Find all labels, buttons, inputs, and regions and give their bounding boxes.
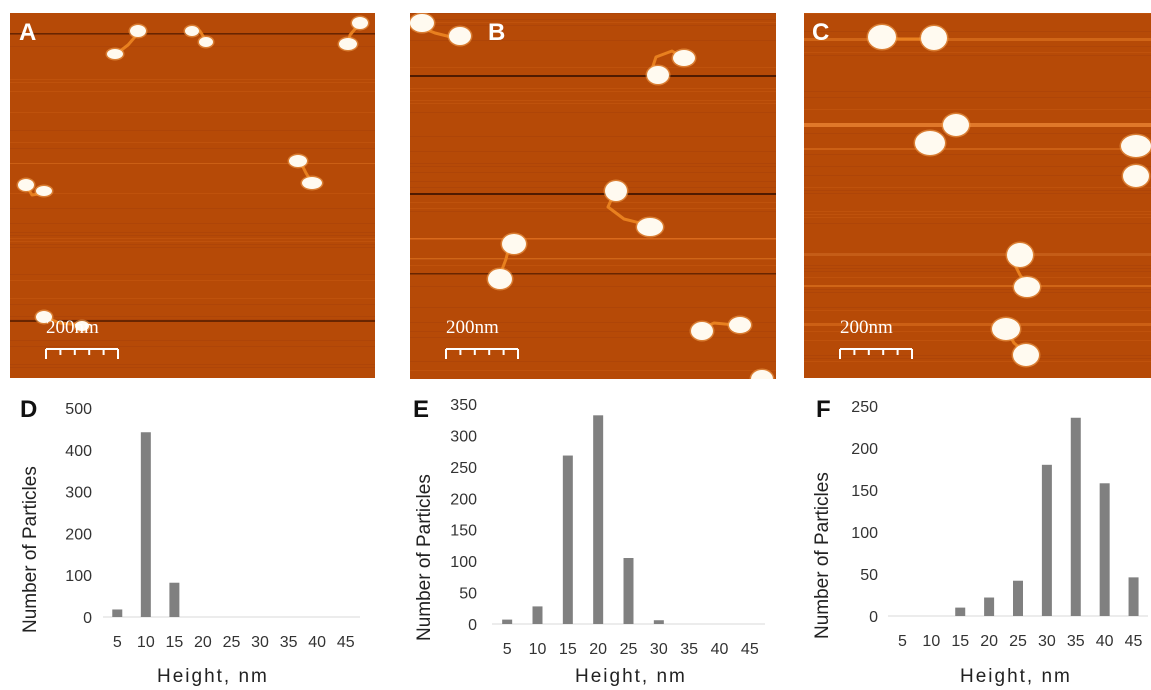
bar-f-35 bbox=[1070, 417, 1081, 616]
x-tick-label-d: 15 bbox=[165, 634, 183, 651]
afm-image-c: C 200nm bbox=[804, 13, 1151, 378]
afm-image-a-canvas bbox=[10, 15, 375, 368]
y-tick-label-d: 500 bbox=[65, 401, 92, 418]
y-tick-label-f: 200 bbox=[851, 441, 878, 458]
y-axis-label-f: Number of Particles bbox=[812, 472, 833, 639]
bar-f-45 bbox=[1128, 577, 1139, 616]
x-axis-label-f: Height, nm bbox=[960, 666, 1072, 687]
afm-image-b: B 200nm bbox=[410, 13, 776, 379]
y-tick-label-e: 50 bbox=[459, 586, 477, 603]
y-tick-label-f: 100 bbox=[851, 525, 878, 542]
y-tick-label-e: 250 bbox=[450, 460, 477, 477]
bar-e-10 bbox=[532, 606, 543, 624]
x-tick-label-f: 45 bbox=[1125, 633, 1143, 650]
x-tick-label-f: 5 bbox=[898, 633, 907, 650]
x-tick-label-e: 35 bbox=[680, 641, 698, 658]
y-tick-label-d: 0 bbox=[83, 610, 92, 627]
bar-f-20 bbox=[984, 597, 995, 616]
x-tick-label-d: 10 bbox=[137, 634, 155, 651]
x-tick-label-d: 20 bbox=[194, 634, 212, 651]
x-tick-label-e: 25 bbox=[620, 641, 638, 658]
y-tick-label-d: 300 bbox=[65, 485, 92, 502]
x-tick-label-f: 35 bbox=[1067, 633, 1085, 650]
bar-e-15 bbox=[562, 455, 573, 624]
x-tick-label-e: 45 bbox=[741, 641, 759, 658]
y-tick-label-d: 400 bbox=[65, 443, 92, 460]
scale-bar-label-a: 200nm bbox=[46, 317, 99, 338]
panel-letter-f: F bbox=[816, 396, 831, 423]
x-tick-label-e: 10 bbox=[529, 641, 547, 658]
scale-bar-label-b: 200nm bbox=[446, 317, 499, 338]
bar-f-30 bbox=[1041, 464, 1052, 616]
bar-f-25 bbox=[1013, 580, 1023, 616]
bar-f-40 bbox=[1099, 483, 1110, 616]
x-axis-label-d: Height, nm bbox=[157, 666, 269, 687]
y-tick-label-f: 150 bbox=[851, 483, 878, 500]
y-tick-label-e: 300 bbox=[450, 428, 477, 445]
x-tick-label-e: 20 bbox=[589, 641, 607, 658]
x-tick-label-f: 20 bbox=[980, 633, 998, 650]
bar-d-5 bbox=[112, 609, 123, 617]
x-tick-label-f: 40 bbox=[1096, 633, 1114, 650]
y-tick-label-f: 250 bbox=[851, 399, 878, 416]
panel-letter-d: D bbox=[20, 396, 38, 423]
bar-e-20 bbox=[593, 415, 604, 624]
x-tick-label-e: 5 bbox=[503, 641, 512, 658]
bar-e-5 bbox=[502, 619, 513, 624]
bar-d-15 bbox=[169, 582, 180, 617]
y-tick-label-d: 200 bbox=[65, 526, 92, 543]
panel-letter-e: E bbox=[413, 396, 430, 423]
bar-d-10 bbox=[140, 432, 151, 617]
bar-f-15 bbox=[955, 607, 966, 616]
panel-letter-b: B bbox=[488, 19, 506, 46]
afm-image-c-canvas bbox=[804, 13, 1151, 368]
x-tick-label-d: 40 bbox=[308, 634, 326, 651]
y-tick-label-e: 350 bbox=[450, 397, 477, 414]
x-tick-label-f: 10 bbox=[922, 633, 940, 650]
x-tick-label-d: 5 bbox=[113, 634, 122, 651]
x-tick-label-f: 25 bbox=[1009, 633, 1027, 650]
y-tick-label-e: 150 bbox=[450, 523, 477, 540]
x-tick-label-d: 30 bbox=[251, 634, 269, 651]
y-tick-label-d: 100 bbox=[65, 568, 92, 585]
x-tick-label-e: 15 bbox=[559, 641, 577, 658]
x-tick-label-d: 45 bbox=[337, 634, 355, 651]
x-tick-label-f: 30 bbox=[1038, 633, 1056, 650]
afm-image-a: A 200nm bbox=[10, 13, 375, 378]
y-tick-label-e: 200 bbox=[450, 491, 477, 508]
x-tick-label-e: 30 bbox=[650, 641, 668, 658]
y-tick-label-e: 0 bbox=[468, 617, 477, 634]
y-axis-label-e: Number of Particles bbox=[414, 474, 435, 641]
scale-bar-label-c: 200nm bbox=[840, 317, 893, 338]
bar-e-30 bbox=[653, 620, 664, 624]
x-axis-label-e: Height, nm bbox=[575, 666, 687, 687]
y-tick-label-f: 50 bbox=[860, 567, 878, 584]
afm-image-b-canvas bbox=[410, 13, 776, 379]
panel-letter-a: A bbox=[19, 19, 37, 46]
x-tick-label-d: 25 bbox=[223, 634, 241, 651]
x-tick-label-f: 15 bbox=[951, 633, 969, 650]
x-tick-label-e: 40 bbox=[711, 641, 729, 658]
y-axis-label-d: Number of Particles bbox=[20, 466, 41, 633]
x-tick-label-d: 35 bbox=[280, 634, 298, 651]
bar-e-25 bbox=[623, 558, 634, 624]
y-tick-label-f: 0 bbox=[869, 609, 878, 626]
y-tick-label-e: 100 bbox=[450, 554, 477, 571]
panel-letter-c: C bbox=[812, 19, 830, 46]
